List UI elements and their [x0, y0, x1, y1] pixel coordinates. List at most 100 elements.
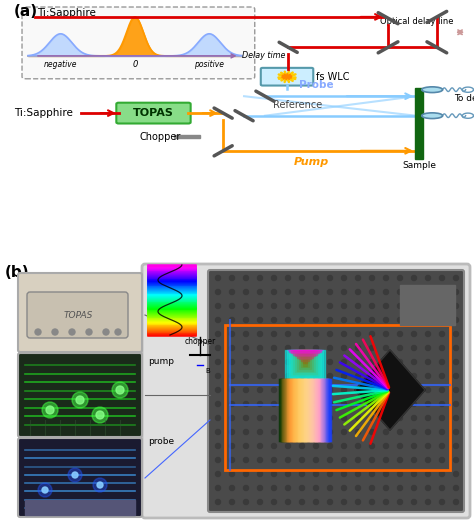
Circle shape — [341, 430, 346, 435]
Text: (a): (a) — [14, 4, 38, 19]
Circle shape — [398, 401, 402, 407]
Circle shape — [86, 329, 92, 335]
Circle shape — [313, 345, 319, 350]
Circle shape — [398, 472, 402, 476]
Circle shape — [216, 486, 220, 490]
Circle shape — [229, 359, 235, 365]
Circle shape — [411, 444, 417, 448]
Circle shape — [257, 304, 263, 308]
Circle shape — [300, 276, 304, 280]
Circle shape — [229, 500, 235, 504]
Circle shape — [328, 359, 332, 365]
Circle shape — [411, 304, 417, 308]
Circle shape — [257, 359, 263, 365]
Circle shape — [454, 430, 458, 435]
Circle shape — [356, 318, 361, 322]
Bar — [25, 500, 135, 515]
Circle shape — [257, 373, 263, 379]
Text: Chopper: Chopper — [139, 132, 181, 141]
Circle shape — [216, 415, 220, 421]
Circle shape — [229, 318, 235, 322]
Circle shape — [426, 472, 430, 476]
Circle shape — [313, 472, 319, 476]
Circle shape — [426, 430, 430, 435]
Text: pump: pump — [148, 357, 174, 366]
Circle shape — [216, 401, 220, 407]
Circle shape — [313, 373, 319, 379]
Circle shape — [370, 345, 374, 350]
Text: 0: 0 — [132, 60, 137, 69]
Circle shape — [244, 345, 248, 350]
Circle shape — [272, 458, 276, 462]
Circle shape — [313, 387, 319, 393]
Circle shape — [313, 276, 319, 280]
Circle shape — [454, 318, 458, 322]
Circle shape — [328, 500, 332, 504]
Circle shape — [341, 359, 346, 365]
Circle shape — [426, 401, 430, 407]
Circle shape — [229, 387, 235, 393]
Circle shape — [426, 332, 430, 336]
Circle shape — [411, 290, 417, 294]
Circle shape — [383, 486, 389, 490]
Circle shape — [383, 444, 389, 448]
Circle shape — [454, 276, 458, 280]
Circle shape — [426, 415, 430, 421]
Circle shape — [398, 458, 402, 462]
FancyBboxPatch shape — [18, 353, 142, 437]
Circle shape — [383, 318, 389, 322]
Circle shape — [341, 401, 346, 407]
Text: probe: probe — [148, 437, 174, 446]
Circle shape — [285, 444, 291, 448]
Ellipse shape — [422, 113, 443, 119]
Circle shape — [356, 345, 361, 350]
Circle shape — [370, 318, 374, 322]
Circle shape — [216, 290, 220, 294]
Circle shape — [398, 332, 402, 336]
Circle shape — [313, 458, 319, 462]
Circle shape — [244, 304, 248, 308]
Circle shape — [341, 332, 346, 336]
Circle shape — [285, 304, 291, 308]
Circle shape — [383, 500, 389, 504]
Circle shape — [244, 444, 248, 448]
Circle shape — [439, 415, 445, 421]
Circle shape — [426, 290, 430, 294]
Circle shape — [454, 444, 458, 448]
Circle shape — [52, 329, 58, 335]
Circle shape — [257, 415, 263, 421]
Circle shape — [46, 406, 54, 414]
Circle shape — [244, 458, 248, 462]
Circle shape — [356, 401, 361, 407]
Circle shape — [300, 318, 304, 322]
Circle shape — [257, 486, 263, 490]
Circle shape — [454, 486, 458, 490]
Text: positive: positive — [194, 60, 224, 69]
Circle shape — [97, 482, 103, 488]
Circle shape — [356, 359, 361, 365]
Circle shape — [426, 373, 430, 379]
Circle shape — [244, 276, 248, 280]
Circle shape — [398, 500, 402, 504]
Circle shape — [257, 430, 263, 435]
Circle shape — [285, 472, 291, 476]
Circle shape — [398, 290, 402, 294]
Circle shape — [313, 304, 319, 308]
Circle shape — [439, 472, 445, 476]
Circle shape — [439, 486, 445, 490]
Circle shape — [229, 486, 235, 490]
Circle shape — [426, 304, 430, 308]
Circle shape — [272, 290, 276, 294]
Circle shape — [341, 304, 346, 308]
Circle shape — [313, 486, 319, 490]
Circle shape — [454, 500, 458, 504]
Circle shape — [370, 276, 374, 280]
Circle shape — [229, 472, 235, 476]
Text: B: B — [205, 368, 210, 374]
Circle shape — [229, 276, 235, 280]
Circle shape — [370, 415, 374, 421]
Circle shape — [313, 332, 319, 336]
Circle shape — [383, 290, 389, 294]
Circle shape — [439, 500, 445, 504]
Circle shape — [229, 345, 235, 350]
